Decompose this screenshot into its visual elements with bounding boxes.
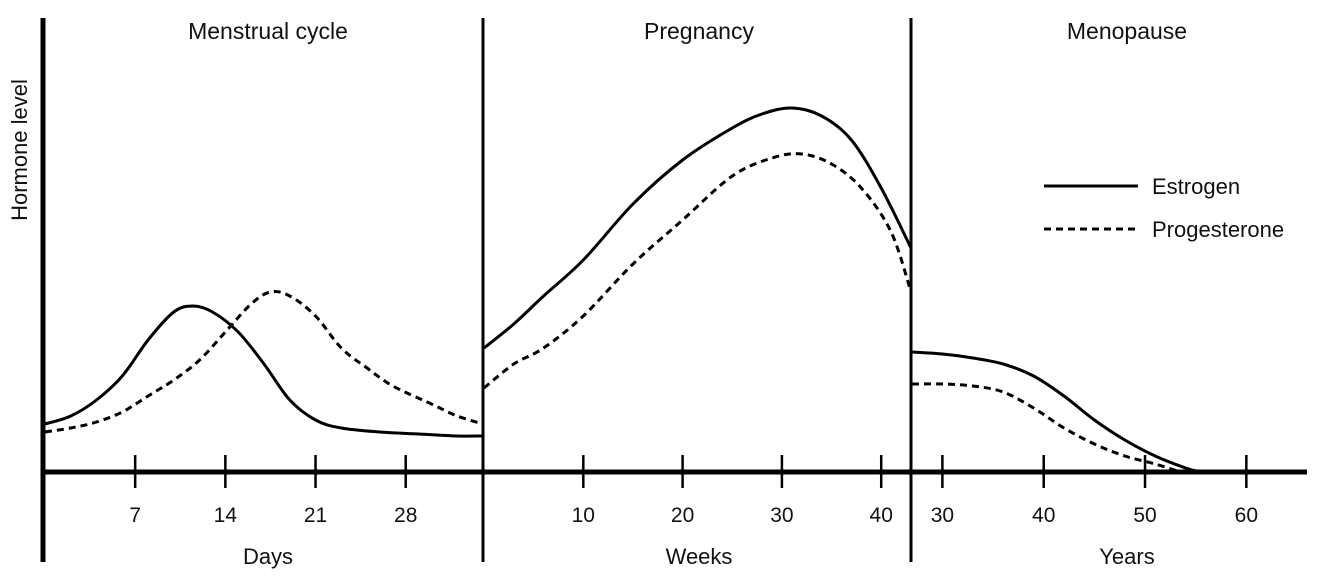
x-tick-label-menstrual-cycle-28: 28 (394, 504, 417, 527)
line-estrogen-pregnancy (483, 106, 913, 350)
x-tick-label-pregnancy-40: 40 (870, 504, 893, 527)
x-tick-label-menopause-50: 50 (1133, 504, 1156, 527)
chart-axes (40, 18, 1307, 562)
x-axis-label-menstrual-cycle: Days (243, 544, 293, 569)
x-axis-label-pregnancy: Weeks (666, 544, 733, 569)
panel-title-menopause: Menopause (1067, 18, 1187, 44)
legend-label-progesterone: Progesterone (1152, 217, 1284, 242)
chart-texts: Hormone level Menstrual cycle Days 7 14 21 28 P… (7, 18, 1258, 569)
x-axis-label-menopause: Years (1099, 544, 1154, 569)
x-tick-label-menstrual-cycle-7: 7 (129, 504, 141, 527)
line-estrogen-menopause (911, 350, 1202, 474)
line-progesterone-pregnancy (483, 152, 913, 390)
x-tick-label-menopause-40: 40 (1032, 504, 1055, 527)
line-progesterone-menstrual-cycle (44, 290, 484, 434)
x-tick-label-pregnancy-10: 10 (572, 504, 595, 527)
x-tick-label-pregnancy-20: 20 (671, 504, 694, 527)
x-tick-label-menstrual-cycle-14: 14 (214, 504, 238, 527)
line-progesterone-menopause (911, 382, 1181, 474)
x-tick-label-menopause-60: 60 (1235, 504, 1258, 527)
panel-dividers (481, 18, 913, 562)
legend: Estrogen Progesterone (1044, 174, 1284, 242)
x-tick-label-menopause-30: 30 (931, 504, 954, 527)
y-axis-label: Hormone level (7, 79, 32, 221)
x-tick-label-pregnancy-30: 30 (770, 504, 793, 527)
panel-title-menstrual-cycle: Menstrual cycle (188, 18, 348, 44)
line-estrogen-menstrual-cycle (44, 304, 484, 438)
legend-label-estrogen: Estrogen (1152, 174, 1240, 199)
hormone-curves (44, 106, 1202, 474)
x-tick-label-menstrual-cycle-21: 21 (304, 504, 327, 527)
panel-title-pregnancy: Pregnancy (644, 18, 754, 44)
